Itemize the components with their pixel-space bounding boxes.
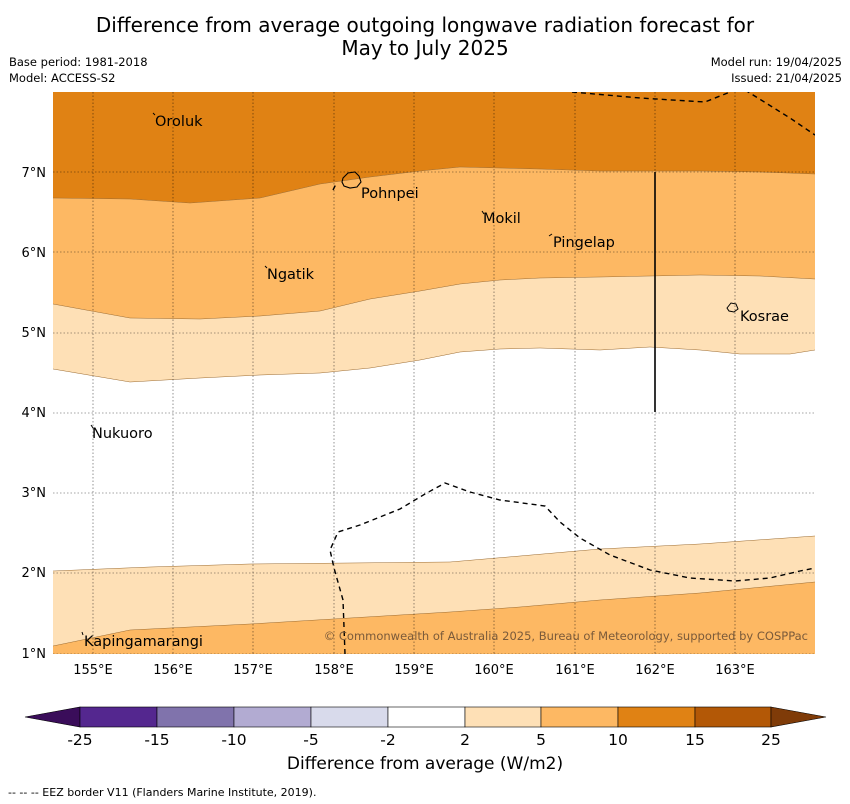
model-name: Model: ACCESS-S2 xyxy=(9,71,116,85)
lat-label-3: 3°N xyxy=(22,486,47,501)
colorbar-tick: 25 xyxy=(761,731,781,749)
eez-border-north xyxy=(571,92,732,103)
place-label-pingelap: Pingelap xyxy=(553,235,615,251)
place-label-kapingamarangi: Kapingamarangi xyxy=(84,634,203,650)
contour-lines xyxy=(53,166,815,647)
pingelap-marker xyxy=(548,233,553,237)
copyright-notice: © Commonwealth of Australia 2025, Bureau… xyxy=(324,629,808,643)
eez-border-south xyxy=(329,482,815,654)
lon-label-162: 162°E xyxy=(635,663,675,678)
nukuoro-marker xyxy=(90,424,94,429)
ngatik-marker xyxy=(264,265,268,269)
base-period: Base period: 1981-2018 xyxy=(9,55,148,69)
place-label-nukuoro: Nukuoro xyxy=(92,426,153,442)
lat-label-2: 2°N xyxy=(22,566,47,581)
lat-label-5: 5°N xyxy=(22,326,47,341)
colorbar-tick: 10 xyxy=(608,731,628,749)
colorbar-tick: 5 xyxy=(536,731,546,749)
oroluk-marker xyxy=(152,112,156,116)
lon-label-160: 160°E xyxy=(474,663,514,678)
band-2-5-north xyxy=(53,275,815,382)
colorbar-segment xyxy=(233,706,312,728)
eez-border-pohnpei xyxy=(332,183,337,191)
lon-label-161: 161°E xyxy=(555,663,595,678)
colorbar-segment xyxy=(540,706,619,728)
band-10-15 xyxy=(53,92,815,203)
colorbar-segment xyxy=(310,706,389,728)
title-line-1: Difference from average outgoing longwav… xyxy=(95,13,755,37)
band-5-10-south xyxy=(53,582,815,654)
lat-label-1: 1°N xyxy=(22,647,47,662)
lat-label-7: 7°N xyxy=(22,166,47,181)
place-label-kosrae: Kosrae xyxy=(740,309,789,325)
colorbar-tick: -10 xyxy=(221,731,246,749)
colorbar-segment xyxy=(156,706,235,728)
colorbar-extend-high xyxy=(770,706,827,728)
lon-label-159: 159°E xyxy=(394,663,434,678)
colorbar-segment xyxy=(464,706,542,728)
model-run: Model run: 19/04/2025 xyxy=(710,55,842,69)
footnote: -- -- -- EEZ border V11 (Flanders Marine… xyxy=(8,786,317,799)
kosrae-island-shape xyxy=(726,302,739,313)
lon-label-158: 158°E xyxy=(314,663,354,678)
lon-label-163: 163°E xyxy=(715,663,755,678)
colorbar-segment xyxy=(617,706,696,728)
lon-label-156: 156°E xyxy=(153,663,193,678)
lat-label-4: 4°N xyxy=(22,406,47,421)
colorbar-tick: 15 xyxy=(685,731,705,749)
colorbar-tick: -2 xyxy=(380,731,395,749)
place-label-mokil: Mokil xyxy=(483,211,521,227)
band-5-10-north xyxy=(53,167,815,319)
kapingamarangi-marker xyxy=(81,631,84,636)
title-line-2: May to July 2025 xyxy=(341,36,509,60)
colorbar-segment xyxy=(694,706,772,728)
meta-right: Model run: 19/04/2025 Issued: 21/04/2025 xyxy=(711,54,842,86)
lon-label-155: 155°E xyxy=(73,663,113,678)
chart-title: Difference from average outgoing longwav… xyxy=(0,14,850,60)
colorbar-tick: 2 xyxy=(460,731,470,749)
place-label-ngatik: Ngatik xyxy=(267,267,315,283)
place-label-oroluk: Oroluk xyxy=(155,114,203,130)
colorbar-tick: -15 xyxy=(144,731,169,749)
colorbar-segment xyxy=(79,706,158,728)
eez-border-northeast xyxy=(746,92,815,136)
colorbar-tick: -5 xyxy=(303,731,318,749)
lat-label-6: 6°N xyxy=(22,246,47,261)
island-markers xyxy=(81,112,553,636)
eez-borders xyxy=(329,92,815,654)
place-label-pohnpei: Pohnpei xyxy=(361,186,419,202)
issued-date: Issued: 21/04/2025 xyxy=(731,71,842,85)
map: Oroluk Pohnpei Mokil Pingelap Ngatik Kos… xyxy=(22,92,815,678)
meta-left: Base period: 1981-2018 Model: ACCESS-S2 xyxy=(9,54,148,86)
colorbar: -25 -15 -10 -5 -2 2 5 10 15 25 xyxy=(24,706,827,749)
lon-label-157: 157°E xyxy=(233,663,273,678)
mokil-marker xyxy=(481,210,485,215)
pohnpei-island-shape xyxy=(341,171,362,189)
colorbar-tick: -25 xyxy=(67,731,92,749)
colorbar-extend-low xyxy=(24,706,81,728)
colorbar-title: Difference from average (W/m2) xyxy=(286,754,564,774)
colorbar-segment xyxy=(387,706,466,728)
